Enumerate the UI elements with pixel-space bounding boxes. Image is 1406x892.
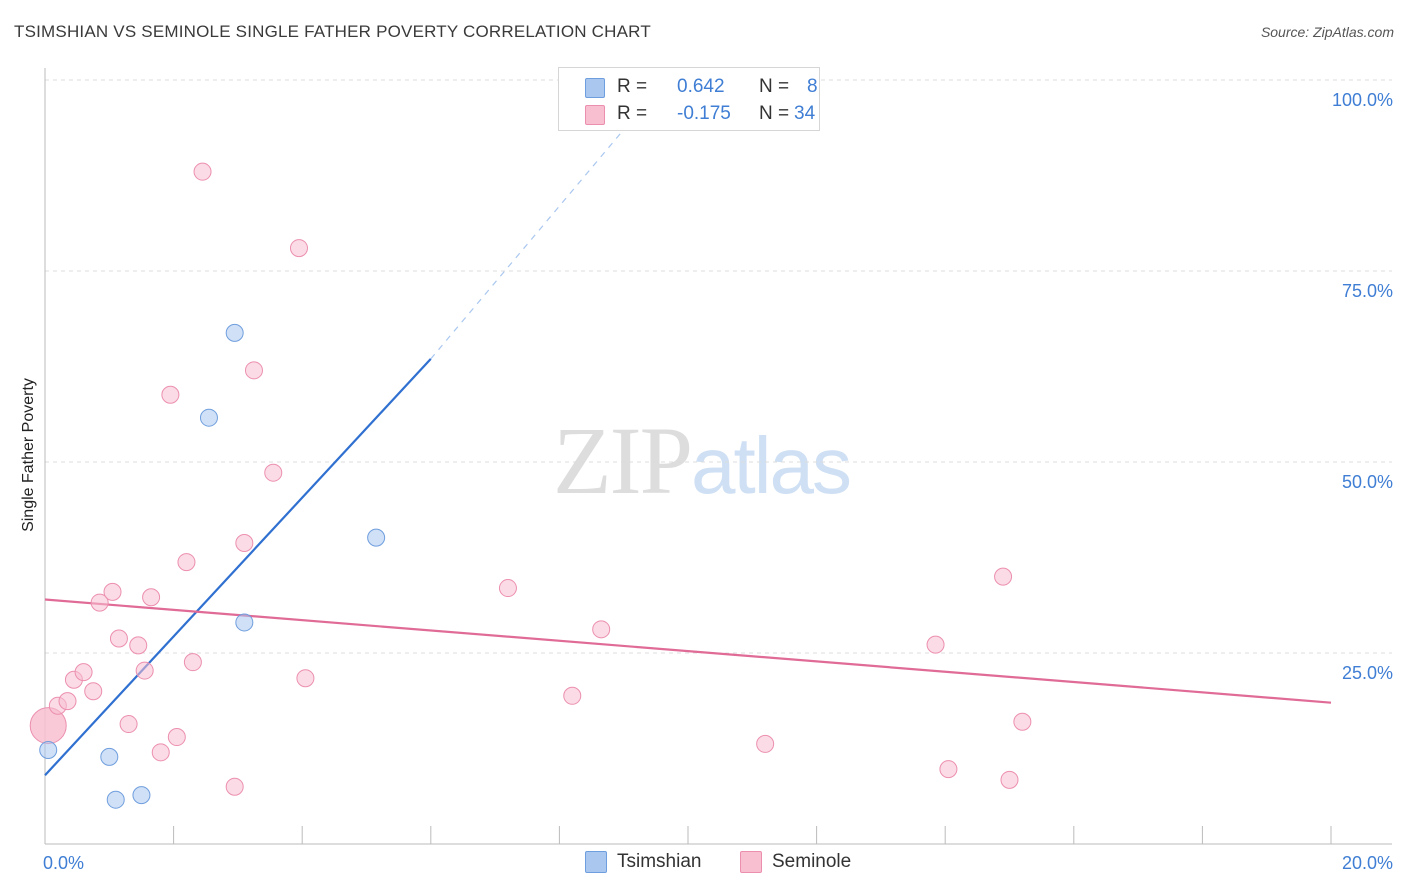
watermark-atlas: atlas [691,421,852,510]
point-seminole [939,760,958,779]
y-tick-label: 50.0% [1342,472,1393,492]
y-tick-label: 25.0% [1342,663,1393,683]
legend-r-value: -0.175 [677,103,731,124]
x-tick-label: 0.0% [43,853,84,873]
point-seminole [109,629,128,648]
legend-swatch-seminole [740,851,762,873]
point-tsimshian [199,408,218,427]
legend-item-tsimshian[interactable]: Tsimshian [585,851,701,873]
point-seminole [151,743,170,762]
point-seminole [90,593,109,612]
point-seminole [161,385,180,404]
legend-n-value: 34 [794,103,816,124]
point-tsimshian [106,790,125,809]
source-label: Source: ZipAtlas.com [1260,24,1394,40]
chart-title: TSIMSHIAN VS SEMINOLE SINGLE FATHER POVE… [14,22,651,41]
legend-r-label: R = [617,103,648,124]
point-seminole [135,661,154,680]
legend-n-label: N = [759,76,790,97]
point-tsimshian [225,323,244,342]
point-seminole [994,567,1013,586]
point-seminole [167,728,186,747]
point-seminole [58,692,77,711]
watermark: ZIPatlas [553,405,852,516]
trend-lines [44,106,1332,776]
legend-swatch-tsimshian [585,78,605,98]
point-seminole [177,553,196,572]
data-points [29,162,1032,809]
point-seminole [84,682,103,701]
point-seminole [235,533,254,552]
point-tsimshian [39,741,58,760]
point-seminole [225,777,244,796]
legend-n-label: N = [759,103,790,124]
point-seminole [926,635,945,654]
point-seminole [264,463,283,482]
point-seminole [1013,712,1032,731]
y-tick-label: 75.0% [1342,281,1393,301]
point-seminole [498,579,517,598]
legend-r-label: R = [617,76,648,97]
point-seminole [103,582,122,601]
point-seminole [563,686,582,705]
trend-line-tsimshian [44,358,432,776]
point-seminole [289,239,308,258]
point-tsimshian [100,747,119,766]
point-tsimshian [235,613,254,632]
legend-swatch-seminole [585,105,605,125]
point-seminole [142,588,161,607]
y-tick-label: 100.0% [1332,90,1393,110]
point-tsimshian [132,786,151,805]
axes [44,68,1392,845]
legend-swatch-tsimshian [585,851,607,873]
tick-labels: 25.0% 50.0% 75.0% 100.0% 0.0% 20.0% [43,90,1393,873]
legend-item-seminole[interactable]: Seminole [740,851,851,873]
point-seminole [193,162,212,181]
point-seminole [74,663,93,682]
point-seminole [183,653,202,672]
point-seminole [296,669,315,688]
legend-label-tsimshian: Tsimshian [617,851,702,872]
stats-legend: R = 0.642 N = 8 R = -0.175 N = 34 [558,67,820,131]
x-tick-label: 20.0% [1342,853,1393,873]
watermark-zip: ZIP [553,407,693,514]
trend-line-seminole [44,598,1332,704]
legend-r-value: 0.642 [677,76,725,97]
point-seminole [119,715,138,734]
trend-extension-tsimshian [430,106,644,360]
legend-n-value: 8 [807,76,818,97]
point-seminole [1000,770,1019,789]
point-seminole [244,361,263,380]
point-seminole [756,734,775,753]
point-seminole [592,620,611,639]
point-seminole [129,636,148,655]
point-tsimshian [367,528,386,547]
legend-label-seminole: Seminole [772,851,852,872]
